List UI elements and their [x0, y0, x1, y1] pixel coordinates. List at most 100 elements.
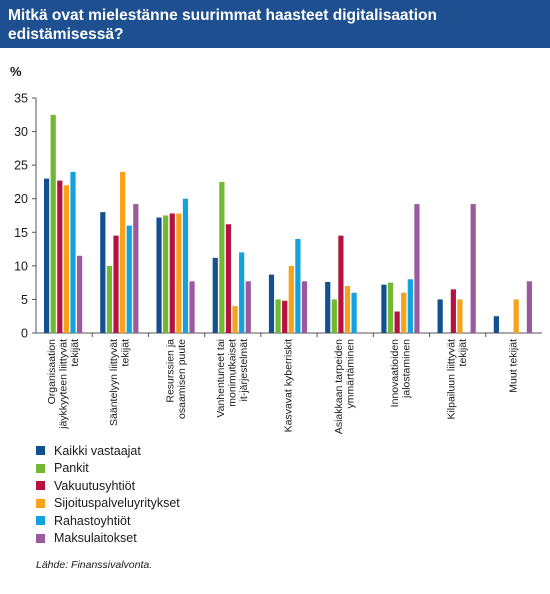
legend-item: Kaikki vastaajat — [36, 442, 180, 460]
source-note: Lähde: Finanssivalvonta. — [36, 559, 153, 571]
bar — [245, 281, 251, 333]
x-category-label-line: Muut tekijät — [507, 339, 519, 393]
legend-swatch — [36, 498, 45, 508]
bar — [437, 299, 443, 333]
x-category-label-line: ymmärtäminen — [344, 339, 356, 409]
bar — [282, 300, 288, 333]
bar — [50, 114, 56, 334]
x-category-label-line: osaamisen puute — [176, 339, 188, 419]
chart-legend: Kaikki vastaajat Pankit Vakuutusyhtiöt Sijo… — [36, 442, 180, 547]
bar — [493, 316, 499, 333]
bar — [513, 299, 519, 333]
x-category-label: Vanhentuneet taimonimutkaisetit-järjeste… — [215, 339, 250, 418]
bar — [401, 292, 407, 333]
bar — [344, 286, 351, 333]
bar — [225, 224, 232, 333]
x-category-label-line: Resurssien ja — [164, 339, 176, 403]
bar — [57, 180, 63, 333]
legend-label: Kaikki vastaajat — [54, 443, 141, 458]
x-category-label: Kasvavat kyberriskit — [282, 339, 294, 432]
bar — [169, 213, 175, 333]
legend-swatch — [36, 516, 45, 526]
x-category-label-line: tekijät — [120, 339, 132, 367]
bar — [295, 239, 301, 333]
legend-item: Pankit — [36, 460, 180, 478]
bar — [63, 185, 69, 333]
bar — [163, 215, 169, 333]
x-category-label-line: Innovaatioiden — [389, 339, 401, 407]
x-category-label-line: Kilpailuun liittyvät — [445, 339, 457, 420]
legend-swatch — [36, 446, 45, 456]
y-tick-label: 35 — [14, 92, 28, 106]
legend-item: Vakuutusyhtiöt — [36, 477, 180, 495]
bar — [219, 181, 225, 333]
bar — [182, 198, 189, 333]
legend-swatch — [36, 481, 45, 491]
y-axis-label: % — [10, 64, 22, 79]
y-tick-label: 0 — [21, 327, 28, 341]
x-category-label-line: jäykkyyteen liittyvät — [58, 339, 70, 430]
bar — [351, 292, 357, 333]
y-tick-label: 15 — [14, 226, 28, 240]
chart-title-line-1: Mitkä ovat mielestänne suurimmat haastee… — [8, 7, 437, 24]
bar — [268, 274, 275, 333]
y-tick-label: 10 — [14, 259, 28, 273]
x-category-label-line: Organisaation — [46, 339, 58, 405]
bar — [126, 225, 132, 333]
bar — [189, 281, 195, 333]
y-tick-label: 30 — [14, 125, 28, 139]
x-category-label-line: it-järjestelmät — [238, 339, 250, 402]
bar — [381, 284, 387, 333]
legend-item: Sijoituspalveluyritykset — [36, 495, 180, 513]
bar — [106, 265, 113, 333]
bar — [325, 281, 331, 333]
x-category-label-line: tekijät — [457, 339, 469, 367]
x-category-label: Muut tekijät — [507, 339, 519, 393]
x-category-label: Innovaatioidenjalostaminen — [389, 339, 413, 407]
bar — [275, 299, 281, 333]
bar — [470, 204, 476, 333]
x-category-label: Asiakkaan tarpeidenymmärtäminen — [333, 339, 357, 434]
x-category-label-line: Vanhentuneet tai — [215, 339, 227, 418]
x-category-label-line: tekijät — [69, 339, 81, 367]
legend-item: Maksulaitokset — [36, 530, 180, 548]
y-tick-label: 5 — [21, 293, 28, 307]
bar — [338, 235, 344, 333]
legend-label: Maksulaitokset — [54, 531, 137, 546]
chart-title: Mitkä ovat mielestänne suurimmat haastee… — [0, 0, 550, 48]
y-tick-label: 25 — [14, 159, 28, 173]
legend-swatch — [36, 533, 45, 543]
bar — [301, 281, 308, 333]
legend-label: Sijoituspalveluyritykset — [54, 496, 180, 511]
legend-label: Rahastoyhtiöt — [54, 513, 131, 528]
legend-item: Rahastoyhtiöt — [36, 512, 180, 530]
bar — [120, 171, 126, 333]
x-category-label-line: jalostaminen — [401, 339, 413, 399]
x-category-label-line: monimutkaiset — [226, 339, 238, 407]
y-tick-label: 20 — [14, 192, 28, 206]
bar — [387, 282, 394, 333]
bar — [212, 257, 218, 333]
bar — [44, 178, 50, 333]
chart-title-line-2: edistämisessä? — [8, 26, 124, 43]
x-category-label-line: Kasvavat kyberriskit — [282, 339, 294, 432]
bar — [407, 279, 413, 333]
bar — [450, 289, 456, 333]
bar — [113, 235, 119, 333]
bar — [70, 171, 76, 333]
legend-label: Vakuutusyhtiöt — [54, 478, 136, 493]
legend-label: Pankit — [54, 461, 89, 476]
bar — [457, 299, 463, 333]
bar — [133, 204, 139, 333]
x-category-label: Sääntelyyn liittyvättekijät — [108, 339, 132, 426]
bar — [414, 204, 420, 333]
bar — [77, 255, 83, 333]
bar — [176, 213, 182, 333]
bar — [232, 306, 238, 333]
x-category-label: Resurssien jaosaamisen puute — [164, 339, 188, 419]
bar — [331, 299, 337, 333]
legend-swatch — [36, 463, 45, 473]
bar — [288, 265, 294, 333]
x-category-label-line: Asiakkaan tarpeiden — [333, 339, 345, 434]
bar — [526, 281, 532, 333]
